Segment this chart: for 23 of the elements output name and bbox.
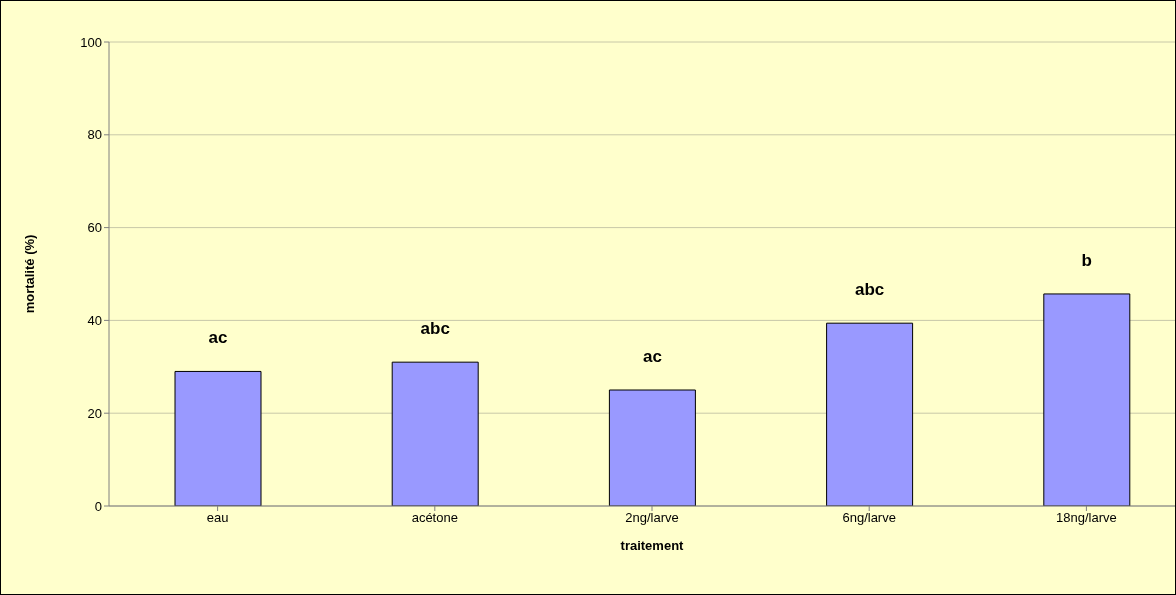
annotation: abc [420,319,450,339]
y-tick-label: 0 [94,498,102,514]
x-tick-label: 6ng/larve [842,510,896,526]
y-tick-label: 60 [87,220,102,236]
bar [1043,293,1131,506]
bar [826,322,914,506]
x-tick-label: 18ng/larve [1056,510,1117,526]
x-axis-title: traitement [620,538,685,553]
y-tick-label: 40 [87,313,102,329]
bar [608,389,696,506]
y-tick-label: 80 [87,127,102,143]
y-tick-label: 20 [87,405,102,421]
y-tick-label: 100 [80,34,102,50]
annotation: b [1081,250,1092,270]
y-axis-title: mortalité (%) [21,234,37,314]
x-tick-label: acétone [411,510,458,526]
x-tick-label: 2ng/larve [625,510,679,526]
x-tick-label: eau [206,510,229,526]
annotation: ac [208,328,228,348]
bar [174,370,262,506]
annotation: ac [642,347,662,366]
annotation: abc [854,280,885,300]
bar [391,361,479,506]
